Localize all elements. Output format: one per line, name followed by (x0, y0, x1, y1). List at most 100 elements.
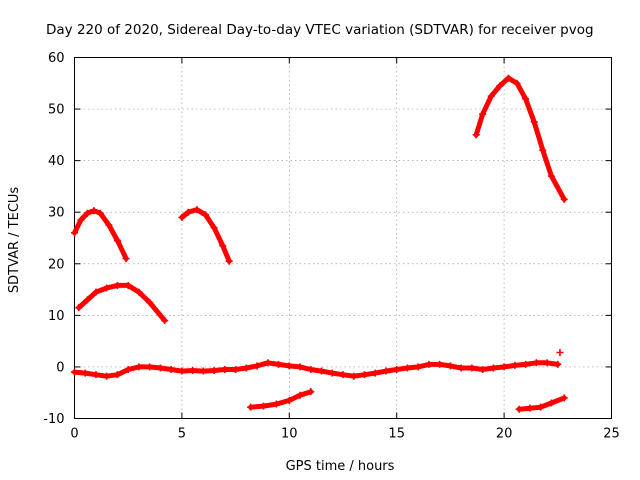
y-tick-label: 30 (48, 206, 65, 221)
data-point (511, 361, 519, 369)
data-point (81, 369, 89, 377)
data-point (202, 211, 210, 219)
data-point (167, 366, 175, 374)
data-point (135, 288, 143, 296)
data-point (436, 360, 444, 368)
x-tick-label: 25 (603, 427, 620, 442)
data-point (178, 367, 186, 375)
data-point (472, 131, 480, 139)
data-point (547, 399, 555, 407)
data-point (560, 195, 568, 203)
series-arc-4 (472, 74, 568, 203)
x-axis-label: GPS time / hours (286, 459, 395, 474)
data-point (414, 363, 422, 371)
data-point (75, 304, 83, 312)
series-arc-2 (75, 281, 169, 325)
data-point (547, 172, 555, 180)
data-point (178, 213, 186, 221)
data-point (556, 348, 564, 356)
data-point (272, 400, 280, 408)
data-point (425, 360, 433, 368)
data-point (113, 371, 121, 379)
data-point (105, 221, 113, 229)
data-point (554, 360, 562, 368)
data-point (77, 216, 85, 224)
data-point (532, 359, 540, 367)
x-tick-label: 5 (178, 427, 186, 442)
data-point (543, 359, 551, 367)
data-point (530, 118, 538, 126)
data-point (103, 372, 111, 380)
data-point (537, 403, 545, 411)
data-point (260, 402, 268, 410)
data-point (189, 367, 197, 375)
data-point (92, 288, 100, 296)
data-point (232, 366, 240, 374)
data-point (193, 206, 201, 214)
data-point (382, 367, 390, 375)
data-point (307, 366, 315, 374)
data-point (479, 110, 487, 118)
data-point (124, 366, 132, 374)
data-point (103, 284, 111, 292)
series-arc-5 (71, 359, 562, 380)
data-point (146, 363, 154, 371)
data-point (307, 388, 315, 396)
data-point (113, 281, 121, 289)
y-tick-label: 40 (48, 154, 65, 169)
data-point (156, 364, 164, 372)
data-point (350, 372, 358, 380)
x-tick-label: 15 (388, 427, 405, 442)
data-point (146, 298, 154, 306)
data-point (83, 209, 91, 217)
data-point (275, 360, 283, 368)
series-arc-6 (247, 388, 315, 411)
data-point (285, 362, 293, 370)
data-point (318, 367, 326, 375)
y-tick-label: 0 (56, 360, 64, 375)
data-point (219, 242, 227, 250)
data-point (360, 371, 368, 379)
data-series (71, 74, 568, 413)
data-point (124, 281, 132, 289)
series-arc-3 (178, 206, 233, 265)
y-tick-label: 60 (48, 51, 65, 66)
data-point (403, 364, 411, 372)
data-point (199, 367, 207, 375)
data-point (135, 363, 143, 371)
data-point (90, 207, 98, 215)
data-point (221, 366, 229, 374)
data-point (96, 209, 104, 217)
data-point (296, 363, 304, 371)
series-line (72, 208, 129, 262)
data-point (539, 146, 547, 154)
data-point (264, 359, 272, 367)
data-point (92, 371, 100, 379)
grid-lines (74, 57, 612, 419)
data-point (500, 363, 508, 371)
data-point (526, 404, 534, 412)
plot-frame (74, 57, 612, 419)
x-tick-label: 20 (496, 427, 513, 442)
data-point (504, 74, 512, 82)
series-line (72, 360, 561, 379)
data-point (184, 208, 192, 216)
y-tick-label: 20 (48, 257, 65, 272)
data-point (371, 369, 379, 377)
data-point (560, 394, 568, 402)
data-point (393, 366, 401, 374)
data-point (446, 362, 454, 370)
data-point (225, 257, 233, 265)
data-point (71, 368, 78, 376)
x-tick-label: 10 (281, 427, 298, 442)
data-point (489, 364, 497, 372)
series-line (248, 389, 314, 410)
data-point (522, 360, 530, 368)
data-point (513, 79, 521, 87)
data-point (210, 367, 218, 375)
data-point (487, 92, 495, 100)
data-point (285, 396, 293, 404)
data-point (496, 82, 504, 90)
data-point (522, 95, 530, 103)
